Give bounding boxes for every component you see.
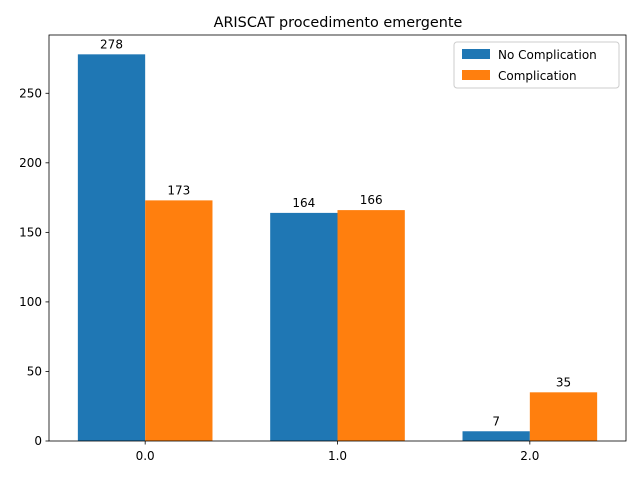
x-tick-label: 1.0 (328, 449, 347, 463)
x-tick-label: 0.0 (136, 449, 155, 463)
bar-value-label: 164 (292, 196, 315, 210)
y-tick-label: 250 (19, 86, 42, 100)
bar-value-label: 278 (100, 37, 123, 51)
bar-complication-2 (529, 392, 598, 441)
y-tick-label: 200 (19, 156, 42, 170)
bars-layer (77, 54, 598, 441)
legend-label: No Complication (498, 48, 597, 62)
bar-no-complication-0 (77, 54, 146, 441)
legend-box (453, 41, 620, 89)
axes-layer: 0 50 100 150 200 250 0.0 1.0 2.0 (19, 34, 627, 463)
x-tick-label: 2.0 (520, 449, 539, 463)
bar-value-label: 173 (167, 183, 190, 197)
bar-no-complication-2 (462, 431, 530, 441)
bar-labels-layer: 278 164 7 173 166 35 (100, 37, 571, 428)
bar-complication-1 (337, 210, 405, 441)
bar-value-label: 166 (360, 193, 383, 207)
y-tick-label: 0 (34, 434, 42, 448)
legend: No Complication Complication (453, 41, 620, 89)
legend-label: Complication (498, 69, 577, 83)
y-tick-label: 50 (27, 364, 42, 378)
bar-value-label: 7 (492, 414, 500, 428)
bar-no-complication-1 (270, 212, 338, 441)
legend-swatch (462, 49, 490, 59)
y-tick-label: 100 (19, 295, 42, 309)
y-tick-label: 150 (19, 225, 42, 239)
legend-swatch (462, 70, 490, 80)
bar-complication-0 (145, 200, 213, 441)
chart-title: ARISCAT procedimento emergente (214, 15, 463, 31)
bar-value-label: 35 (556, 375, 571, 389)
